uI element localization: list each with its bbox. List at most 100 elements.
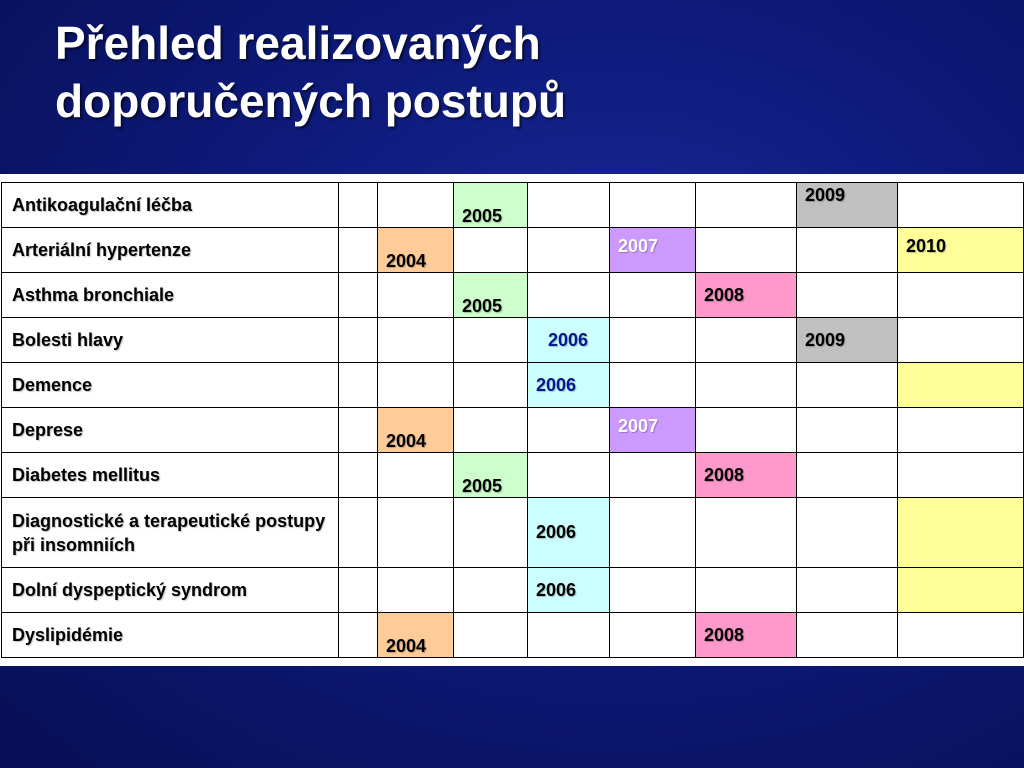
year-cell: 2004 — [377, 227, 454, 273]
empty-cell — [377, 452, 454, 498]
empty-cell — [695, 317, 797, 363]
year-cell: 2006 — [527, 317, 610, 363]
year-cell: 2005 — [453, 182, 528, 228]
empty-cell — [377, 317, 454, 363]
year-cell: 2009 — [796, 182, 898, 228]
table-row: Antikoagulační léčba 2005 2009 — [1, 182, 1024, 228]
empty-cell — [453, 567, 528, 613]
empty-cell — [527, 272, 610, 318]
year-cell: 2008 — [695, 612, 797, 658]
guideline-name: Diagnostické a terapeutické postupy při … — [1, 497, 339, 568]
year-cell: 2006 — [527, 497, 610, 568]
guideline-name: Diabetes mellitus — [1, 452, 339, 498]
empty-cell — [338, 362, 378, 408]
empty-cell — [453, 612, 528, 658]
empty-cell — [527, 227, 610, 273]
empty-cell — [338, 227, 378, 273]
table-body: Antikoagulační léčba 2005 2009 Arteriální h… — [1, 182, 1024, 658]
empty-cell — [453, 497, 528, 568]
guideline-name: Deprese — [1, 407, 339, 453]
empty-cell — [695, 182, 797, 228]
year-cell: 2006 — [527, 362, 610, 408]
empty-cell — [695, 227, 797, 273]
empty-cell — [796, 272, 898, 318]
empty-cell — [338, 182, 378, 228]
empty-cell — [897, 272, 1024, 318]
empty-cell — [897, 567, 1024, 613]
empty-cell — [609, 182, 696, 228]
table-row: Dyslipidémie 2004 2008 — [1, 612, 1024, 658]
empty-cell — [609, 567, 696, 613]
guidelines-table: Antikoagulační léčba 2005 2009 Arteriální h… — [1, 182, 1024, 658]
year-cell: 2010 — [897, 227, 1024, 273]
guideline-name: Antikoagulační léčba — [1, 182, 339, 228]
table-row: Deprese 2004 2007 — [1, 407, 1024, 453]
empty-cell — [527, 612, 610, 658]
empty-cell — [338, 407, 378, 453]
empty-cell — [453, 227, 528, 273]
guideline-name: Bolesti hlavy — [1, 317, 339, 363]
empty-cell — [609, 452, 696, 498]
table-row: Bolesti hlavy 2006 2009 — [1, 317, 1024, 363]
table-row: Dolní dyspeptický syndrom 2006 — [1, 567, 1024, 613]
title-line-2: doporučených postupů — [55, 75, 567, 127]
empty-cell — [897, 612, 1024, 658]
title-line-1: Přehled realizovaných — [55, 17, 541, 69]
empty-cell — [695, 567, 797, 613]
empty-cell — [527, 182, 610, 228]
year-cell: 2008 — [695, 452, 797, 498]
guideline-name: Asthma bronchiale — [1, 272, 339, 318]
empty-cell — [897, 317, 1024, 363]
empty-cell — [377, 272, 454, 318]
year-cell: 2007 — [609, 407, 696, 453]
empty-cell — [796, 497, 898, 568]
empty-cell — [897, 362, 1024, 408]
empty-cell — [527, 407, 610, 453]
year-cell: 2005 — [453, 452, 528, 498]
empty-cell — [377, 182, 454, 228]
guideline-name: Arteriální hypertenze — [1, 227, 339, 273]
empty-cell — [377, 567, 454, 613]
table-row: Diagnostické a terapeutické postupy při … — [1, 497, 1024, 568]
year-cell: 2009 — [796, 317, 898, 363]
empty-cell — [527, 452, 610, 498]
table-row: Diabetes mellitus 2005 2008 — [1, 452, 1024, 498]
empty-cell — [609, 612, 696, 658]
empty-cell — [897, 497, 1024, 568]
table-row: Arteriální hypertenze 2004 2007 2010 — [1, 227, 1024, 273]
empty-cell — [695, 362, 797, 408]
empty-cell — [377, 497, 454, 568]
slide-title: Přehled realizovaných doporučených postu… — [55, 14, 995, 130]
empty-cell — [796, 362, 898, 408]
empty-cell — [338, 272, 378, 318]
empty-cell — [338, 452, 378, 498]
empty-cell — [796, 567, 898, 613]
year-cell: 2004 — [377, 612, 454, 658]
empty-cell — [338, 612, 378, 658]
empty-cell — [796, 227, 898, 273]
table-panel: Antikoagulační léčba 2005 2009 Arteriální h… — [0, 174, 1024, 666]
empty-cell — [897, 452, 1024, 498]
empty-cell — [338, 567, 378, 613]
table-row: Demence 2006 — [1, 362, 1024, 408]
empty-cell — [609, 362, 696, 408]
empty-cell — [897, 407, 1024, 453]
empty-cell — [695, 407, 797, 453]
empty-cell — [377, 362, 454, 408]
year-cell: 2008 — [695, 272, 797, 318]
guideline-name: Dolní dyspeptický syndrom — [1, 567, 339, 613]
empty-cell — [338, 497, 378, 568]
table-row: Asthma bronchiale 2005 2008 — [1, 272, 1024, 318]
guideline-name: Dyslipidémie — [1, 612, 339, 658]
empty-cell — [609, 272, 696, 318]
year-cell: 2004 — [377, 407, 454, 453]
year-cell: 2007 — [609, 227, 696, 273]
empty-cell — [695, 497, 797, 568]
empty-cell — [453, 362, 528, 408]
empty-cell — [338, 317, 378, 363]
empty-cell — [453, 407, 528, 453]
empty-cell — [796, 612, 898, 658]
empty-cell — [609, 497, 696, 568]
year-cell: 2005 — [453, 272, 528, 318]
empty-cell — [796, 452, 898, 498]
